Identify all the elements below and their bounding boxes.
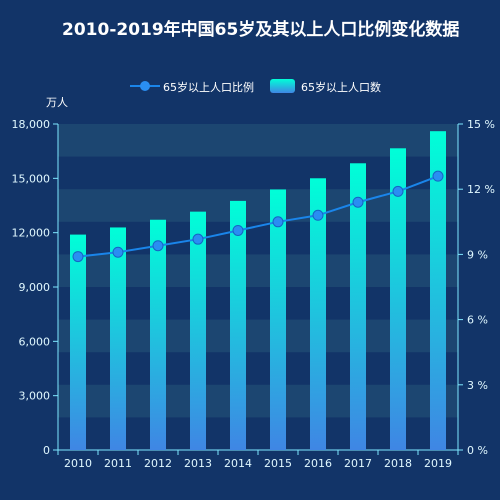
legend-bar-label: 65岁以上人口数 — [301, 80, 381, 94]
line-point[interactable] — [392, 185, 404, 197]
line-point[interactable] — [72, 251, 84, 263]
y-left-ticks: 0 3,000 6,000 9,000 12,000 15,000 18,000 — [12, 118, 58, 457]
bar[interactable] — [70, 234, 86, 450]
y-left-unit-label: 万人 — [46, 96, 68, 109]
line-point[interactable] — [152, 240, 164, 252]
x-tick-label: 2015 — [264, 457, 292, 470]
chart-title: 2010-2019年中国65岁及其以上人口比例变化数据 — [62, 19, 459, 40]
line-point[interactable] — [112, 246, 124, 258]
bar[interactable] — [430, 131, 446, 450]
x-tick-label: 2011 — [104, 457, 132, 470]
legend-bar-swatch — [270, 79, 295, 93]
y-right-tick-label: 12 % — [467, 183, 495, 196]
x-ticks: 2010 2011 2012 2013 2014 2015 2016 2017 2018 2019 — [57, 450, 459, 470]
bar[interactable] — [350, 163, 366, 450]
x-tick-label: 2012 — [144, 457, 172, 470]
bar[interactable] — [110, 227, 126, 450]
legend-line-marker — [140, 81, 150, 91]
y-left-tick-label: 0 — [43, 444, 50, 457]
y-left-tick-label: 6,000 — [19, 335, 51, 348]
x-tick-label: 2018 — [384, 457, 412, 470]
series-line — [77, 175, 439, 258]
bar[interactable] — [390, 148, 406, 450]
y-left-tick-label: 12,000 — [12, 227, 51, 240]
y-right-tick-label: 9 % — [467, 248, 488, 261]
line-point[interactable] — [432, 170, 444, 182]
y-right-tick-label: 3 % — [467, 379, 488, 392]
legend-line-label: 65岁以上人口比例 — [163, 80, 254, 94]
legend: 65岁以上人口比例 65岁以上人口数 — [130, 79, 381, 94]
bar-series — [70, 131, 446, 451]
x-tick-label: 2014 — [224, 457, 252, 470]
x-tick-label: 2013 — [184, 457, 212, 470]
y-left-tick-label: 9,000 — [19, 281, 51, 294]
bar[interactable] — [150, 219, 166, 450]
bar[interactable] — [230, 200, 246, 450]
y-left-tick-label: 15,000 — [12, 172, 51, 185]
x-tick-label: 2010 — [64, 457, 92, 470]
y-right-tick-label: 6 % — [467, 314, 488, 327]
bar[interactable] — [270, 189, 286, 450]
y-right-tick-label: 0 % — [467, 444, 488, 457]
y-right-tick-label: 15 % — [467, 118, 495, 131]
x-tick-label: 2017 — [344, 457, 372, 470]
line-series — [72, 170, 444, 263]
y-left-tick-label: 3,000 — [19, 390, 51, 403]
legend-item-line[interactable]: 65岁以上人口比例 — [130, 80, 254, 94]
line-point[interactable] — [192, 233, 204, 245]
bar[interactable] — [190, 211, 206, 450]
y-left-tick-label: 18,000 — [12, 118, 51, 131]
x-tick-label: 2019 — [424, 457, 452, 470]
bar[interactable] — [310, 178, 326, 451]
line-point[interactable] — [272, 216, 284, 228]
legend-item-bar[interactable]: 65岁以上人口数 — [270, 79, 381, 94]
line-point[interactable] — [232, 224, 244, 236]
y-right-ticks: 0 % 3 % 6 % 9 % 12 % 15 % — [458, 118, 495, 457]
x-tick-label: 2016 — [304, 457, 332, 470]
line-point[interactable] — [312, 209, 324, 221]
line-point[interactable] — [352, 196, 364, 208]
